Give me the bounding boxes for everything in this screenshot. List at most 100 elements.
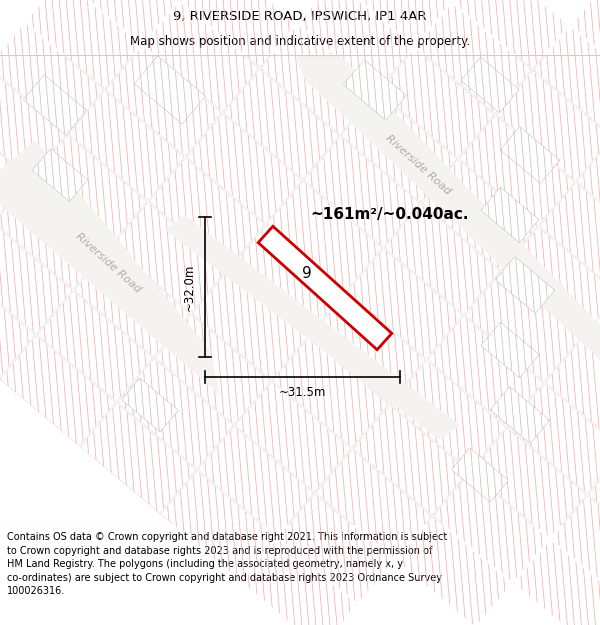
Polygon shape: [341, 92, 457, 202]
Polygon shape: [32, 149, 88, 201]
Polygon shape: [32, 136, 146, 244]
Polygon shape: [514, 541, 600, 625]
Polygon shape: [481, 188, 539, 242]
Polygon shape: [434, 473, 549, 582]
Polygon shape: [316, 450, 431, 559]
Polygon shape: [422, 160, 537, 269]
Polygon shape: [299, 0, 413, 90]
Polygon shape: [583, 295, 600, 404]
Polygon shape: [224, 69, 339, 179]
Polygon shape: [385, 204, 500, 314]
Polygon shape: [416, 4, 531, 113]
Polygon shape: [267, 182, 382, 291]
Polygon shape: [514, 541, 600, 625]
Polygon shape: [589, 451, 600, 561]
Polygon shape: [261, 25, 376, 134]
Polygon shape: [106, 47, 221, 156]
Polygon shape: [540, 183, 600, 292]
Polygon shape: [481, 188, 539, 242]
Polygon shape: [0, 180, 109, 289]
Polygon shape: [471, 429, 586, 538]
Polygon shape: [534, 27, 600, 136]
Polygon shape: [134, 56, 205, 124]
Polygon shape: [452, 448, 508, 502]
Polygon shape: [310, 294, 425, 402]
Polygon shape: [0, 336, 115, 446]
Polygon shape: [452, 448, 508, 502]
Polygon shape: [347, 249, 463, 358]
Polygon shape: [551, 496, 600, 605]
Polygon shape: [112, 203, 227, 312]
Polygon shape: [385, 204, 500, 314]
Polygon shape: [81, 404, 196, 513]
Polygon shape: [461, 58, 519, 112]
Polygon shape: [32, 149, 88, 201]
Polygon shape: [224, 69, 339, 179]
Polygon shape: [577, 139, 600, 248]
Polygon shape: [497, 71, 600, 181]
Polygon shape: [161, 471, 276, 581]
Text: ~161m²/~0.040ac.: ~161m²/~0.040ac.: [311, 208, 469, 222]
Polygon shape: [481, 322, 539, 378]
Polygon shape: [391, 361, 506, 470]
Polygon shape: [496, 257, 554, 313]
Polygon shape: [0, 269, 35, 378]
Polygon shape: [0, 68, 66, 177]
Polygon shape: [379, 48, 494, 158]
Polygon shape: [353, 406, 469, 514]
Text: 9, RIVERSIDE ROAD, IPSWICH, IP1 4AR: 9, RIVERSIDE ROAD, IPSWICH, IP1 4AR: [173, 10, 427, 23]
Polygon shape: [460, 116, 574, 225]
Polygon shape: [0, 336, 115, 446]
Polygon shape: [545, 339, 600, 449]
Polygon shape: [551, 496, 600, 605]
Polygon shape: [122, 378, 178, 432]
Polygon shape: [165, 215, 460, 440]
Polygon shape: [571, 0, 600, 92]
Text: Riverside Road: Riverside Road: [383, 133, 452, 197]
Text: Riverside Road: Riverside Road: [73, 231, 143, 295]
Polygon shape: [490, 387, 550, 443]
Polygon shape: [149, 159, 264, 268]
Polygon shape: [0, 269, 35, 378]
Polygon shape: [503, 228, 600, 337]
Polygon shape: [181, 0, 296, 67]
Text: Map shows position and indicative extent of the property.: Map shows position and indicative extent…: [130, 35, 470, 48]
Polygon shape: [242, 539, 356, 625]
Text: Contains OS data © Crown copyright and database right 2021. This information is : Contains OS data © Crown copyright and d…: [7, 532, 448, 596]
Polygon shape: [23, 75, 86, 135]
Polygon shape: [391, 361, 506, 470]
Polygon shape: [0, 68, 66, 177]
Polygon shape: [508, 384, 600, 493]
Polygon shape: [149, 159, 264, 268]
Polygon shape: [500, 127, 560, 183]
Polygon shape: [465, 272, 580, 381]
Polygon shape: [0, 140, 220, 395]
Polygon shape: [0, 180, 109, 289]
Polygon shape: [181, 0, 296, 67]
Polygon shape: [0, 112, 29, 221]
Polygon shape: [344, 60, 406, 120]
Polygon shape: [316, 450, 431, 559]
Polygon shape: [583, 295, 600, 404]
Polygon shape: [304, 137, 419, 246]
Polygon shape: [471, 429, 586, 538]
Polygon shape: [143, 2, 259, 111]
Polygon shape: [38, 292, 152, 401]
Polygon shape: [490, 387, 550, 443]
Polygon shape: [397, 518, 511, 625]
Polygon shape: [118, 359, 233, 468]
Polygon shape: [0, 224, 72, 333]
Polygon shape: [122, 378, 178, 432]
Polygon shape: [500, 127, 560, 183]
Polygon shape: [545, 339, 600, 449]
Polygon shape: [571, 0, 600, 92]
Polygon shape: [428, 317, 543, 426]
Polygon shape: [344, 60, 406, 120]
Polygon shape: [199, 427, 313, 536]
Polygon shape: [299, 0, 413, 90]
Polygon shape: [230, 226, 345, 335]
Polygon shape: [304, 137, 419, 246]
Polygon shape: [81, 404, 196, 513]
Polygon shape: [106, 47, 221, 156]
Polygon shape: [199, 427, 313, 536]
